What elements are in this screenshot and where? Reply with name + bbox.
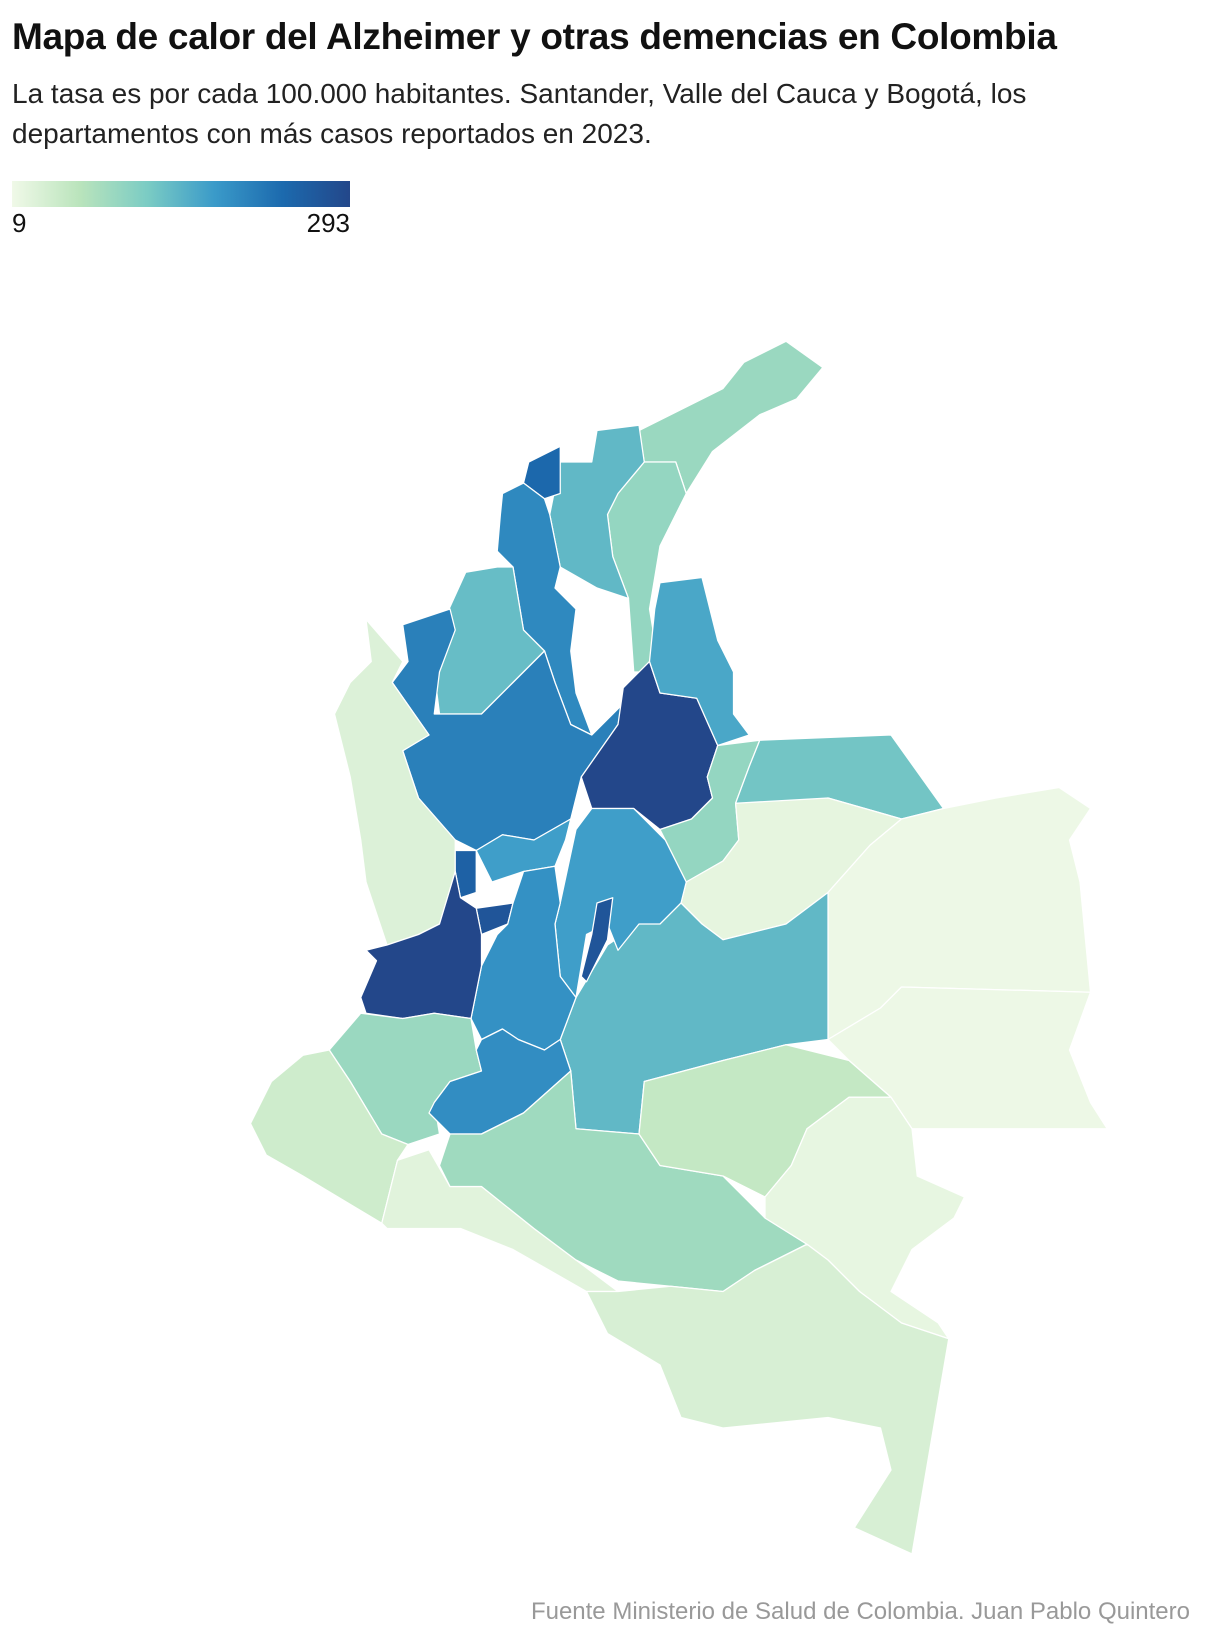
source: Fuente Ministerio de Salud de Colombia. …	[530, 1598, 1190, 1625]
colorbar-tick-label: 9	[12, 208, 26, 238]
region	[433, 566, 546, 715]
region	[522, 445, 561, 500]
region	[585, 1243, 950, 1555]
colorbar-tick-label: 293	[307, 208, 350, 238]
colorbar	[12, 181, 350, 207]
region	[454, 849, 477, 899]
map	[249, 340, 1128, 1555]
region	[249, 1049, 409, 1224]
subtitle: La tasa es por cada 100.000 habitantes. …	[12, 78, 1027, 149]
region	[580, 897, 614, 983]
region	[475, 818, 572, 883]
title: Mapa de calor del Alzheimer y otras deme…	[12, 16, 1057, 57]
region	[648, 576, 750, 747]
